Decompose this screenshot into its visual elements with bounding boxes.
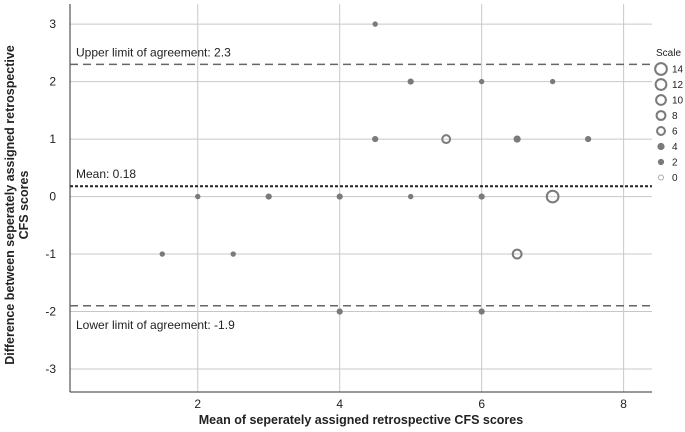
y-tick-label: 0 xyxy=(49,190,56,204)
data-point xyxy=(372,135,379,143)
data-point xyxy=(372,21,378,27)
data-point xyxy=(478,193,485,200)
y-tick-label: 2 xyxy=(49,75,56,89)
x-axis-title: Mean of seperately assigned retrospectiv… xyxy=(199,413,523,427)
legend-marker xyxy=(654,78,668,91)
legend-label: 0 xyxy=(672,173,678,184)
x-tick-label: 6 xyxy=(478,397,485,411)
legend-marker xyxy=(657,142,665,151)
legend-marker xyxy=(655,94,667,106)
legend-label: 4 xyxy=(672,142,678,153)
legend-marker xyxy=(658,174,664,181)
lower-limit-label: Lower limit of agreement: -1.9 xyxy=(76,318,235,332)
data-point xyxy=(407,193,414,200)
data-point xyxy=(511,248,523,260)
upper-limit-label: Upper limit of agreement: 2.3 xyxy=(76,45,231,59)
data-point xyxy=(545,189,560,204)
data-point xyxy=(265,193,272,200)
legend-title: Scale xyxy=(656,48,681,59)
data-point xyxy=(407,78,414,85)
data-point xyxy=(195,193,201,200)
data-point xyxy=(478,78,485,85)
data-point xyxy=(585,135,592,143)
y-tick-label: -3 xyxy=(45,362,56,376)
data-point xyxy=(441,134,452,145)
data-point xyxy=(336,308,343,315)
y-tick-label: -2 xyxy=(45,305,56,319)
legend-label: 12 xyxy=(672,80,684,91)
mean-label: Mean: 0.18 xyxy=(76,167,136,181)
legend-label: 6 xyxy=(672,127,678,138)
y-tick-label: -1 xyxy=(45,247,56,261)
data-point xyxy=(230,251,236,257)
x-tick-label: 4 xyxy=(336,397,343,411)
y-axis-title-line: CFS scores xyxy=(17,171,31,240)
x-tick-label: 8 xyxy=(620,397,627,411)
data-point xyxy=(549,78,556,85)
legend-label: 14 xyxy=(672,65,684,76)
y-tick-label: 1 xyxy=(49,132,56,146)
legend-marker xyxy=(656,126,666,136)
legend-marker xyxy=(657,158,665,166)
data-point xyxy=(159,251,165,257)
y-axis-title-line: Difference between seperately assigned r… xyxy=(3,45,17,365)
legend-label: 8 xyxy=(672,111,678,122)
legend-label: 10 xyxy=(672,96,684,107)
data-point xyxy=(478,308,485,315)
legend-marker xyxy=(654,62,668,76)
data-point xyxy=(513,135,521,143)
y-axis-title: Difference between seperately assigned r… xyxy=(3,45,31,365)
y-tick-label: 3 xyxy=(49,17,56,31)
data-point xyxy=(336,193,343,200)
legend-label: 2 xyxy=(672,158,678,169)
x-tick-label: 2 xyxy=(194,397,201,411)
legend-marker xyxy=(655,110,667,121)
